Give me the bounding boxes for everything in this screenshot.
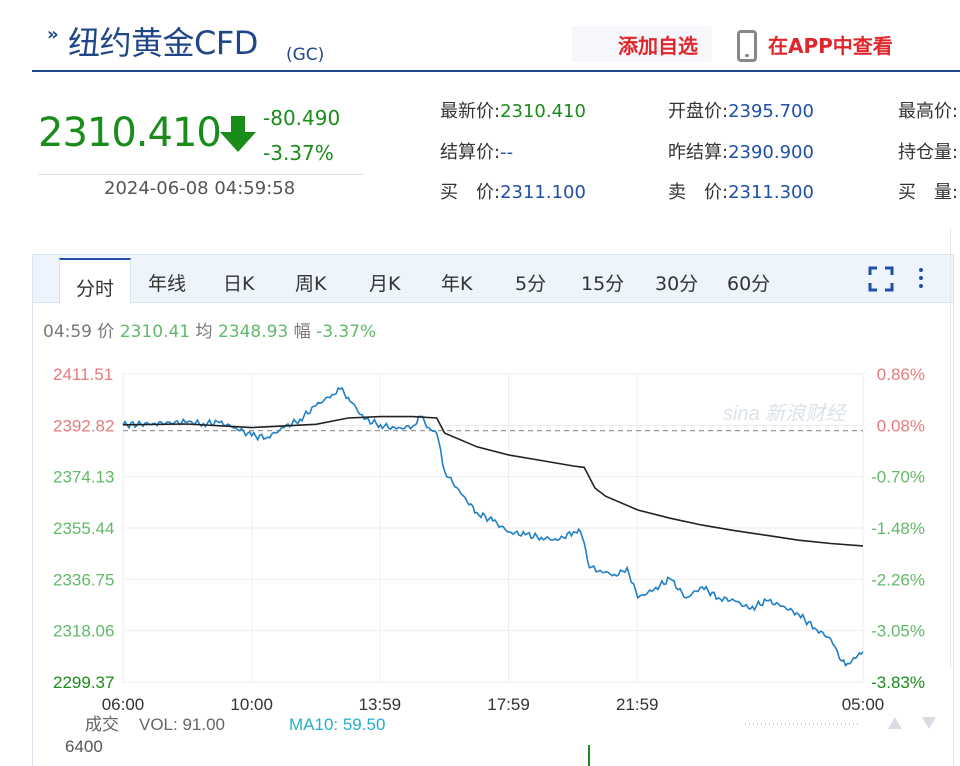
info-price-label: 价 — [97, 322, 115, 342]
y-tick-label-right: -2.26% — [871, 570, 925, 589]
volume-ma: MA10: 59.50 — [289, 715, 385, 734]
x-tick-label: 21:59 — [616, 695, 659, 714]
y-tick-label-right: 0.86% — [877, 365, 925, 384]
last-price: 2310.410 — [38, 110, 222, 156]
tab-15分[interactable]: 15分 — [581, 273, 625, 295]
more-options-icon[interactable] — [917, 265, 925, 293]
quote-field-label: 最高价: — [898, 101, 959, 122]
hover-info: 04:59 价 2310.41 均 2348.93 幅 -3.37% — [43, 317, 376, 342]
info-avg-label: 均 — [195, 322, 213, 342]
add-watchlist-button[interactable]: 添加自选 — [572, 26, 712, 62]
x-tick-label: 10:00 — [230, 695, 273, 714]
y-tick-label-right: -3.83% — [871, 673, 925, 692]
add-watchlist-label: 添加自选 — [618, 34, 698, 58]
volume-label: 成交 — [85, 715, 119, 734]
series-line-均 — [122, 415, 864, 547]
quote-field-value: 2311.300 — [728, 182, 814, 203]
quote-field-value: 2395.700 — [728, 101, 814, 122]
x-tick-label: 06:00 — [102, 695, 145, 714]
x-tick-label: 05:00 — [842, 695, 885, 714]
sina-watermark: sina 新浪财经 — [723, 403, 847, 425]
quote-field-value: 2311.100 — [500, 182, 586, 203]
quote-field: 持仓量: — [898, 138, 958, 164]
series-line-价 — [122, 386, 864, 668]
panel-edge — [950, 228, 960, 668]
period-tabs: 分时 年线 日K 周K 月K 年K 5分 15分 30分 60分 — [33, 255, 953, 304]
y-tick-label: 2355.44 — [53, 519, 114, 538]
scroll-up-icon[interactable] — [888, 717, 902, 729]
tab-5分[interactable]: 5分 — [515, 273, 547, 295]
tab-日K[interactable]: 日K — [223, 273, 255, 295]
y-tick-label-right: -3.05% — [871, 622, 925, 641]
price-change-percent: -3.37% — [263, 141, 334, 165]
quote-field-label: 卖 价: — [668, 182, 729, 203]
quote-field-label: 开盘价: — [668, 101, 729, 122]
quote-field: 昨结算:2390.900 — [668, 138, 814, 164]
quote-field-label: 最新价: — [440, 101, 501, 122]
x-tick-label: 17:59 — [487, 695, 530, 714]
y-tick-label: 2336.75 — [53, 570, 114, 589]
view-in-app-link[interactable]: 在APP中查看 — [768, 34, 893, 58]
quote-field-value: 2310.410 — [500, 101, 586, 122]
quote-field-label: 买 价: — [440, 182, 501, 203]
instrument-title: 纽约黄金CFD — [68, 24, 258, 62]
quote-field-label: 结算价: — [440, 142, 501, 163]
y-tick-label-right: -1.48% — [871, 519, 925, 538]
y-tick-label: 2299.37 — [53, 673, 114, 692]
quote-field-label: 买 量: — [898, 182, 959, 203]
y-tick-label: 2411.51 — [53, 365, 113, 384]
scroll-down-icon[interactable] — [922, 717, 936, 729]
quote-field-value: -- — [500, 142, 514, 163]
info-price: 2310.41 — [119, 322, 191, 342]
quote-timestamp: 2024-06-08 04:59:58 — [104, 178, 296, 199]
divider — [38, 174, 364, 175]
y-tick-label-right: 0.08% — [877, 416, 925, 435]
tab-分时[interactable]: 分时 — [59, 258, 132, 304]
y-tick-label: 2392.82 — [53, 416, 114, 435]
price-change: -80.490 — [263, 106, 341, 130]
volume-axis-tick: 6400 — [65, 737, 103, 756]
volume-value: VOL: 91.00 — [139, 715, 225, 734]
quote-field: 最高价: — [898, 97, 958, 123]
quote-field-label: 持仓量: — [898, 142, 959, 163]
tab-年K[interactable]: 年K — [441, 273, 473, 295]
quote-field: 最新价:2310.410 — [440, 97, 586, 123]
info-avg: 2348.93 — [217, 322, 289, 342]
y-tick-label: 2374.13 — [53, 468, 114, 487]
phone-icon — [737, 30, 757, 62]
chart-panel: 分时 年线 日K 周K 月K 年K 5分 15分 30分 60分 04:59 价 2310.41 … — [32, 254, 954, 766]
page-header: » 纽约黄金CFD (GC) 添加自选 在APP中查看 — [32, 0, 960, 72]
down-arrow-icon — [220, 116, 256, 152]
instrument-code: (GC) — [286, 45, 325, 65]
quote-field: 开盘价:2395.700 — [668, 97, 814, 123]
info-amp-label: 幅 — [293, 322, 311, 342]
quote-field: 买 价:2311.100 — [440, 178, 586, 204]
quote-field-label: 昨结算: — [668, 142, 729, 163]
tab-年线[interactable]: 年线 — [148, 273, 187, 295]
y-tick-label-right: -0.70% — [871, 468, 925, 487]
tab-60分[interactable]: 60分 — [727, 273, 771, 295]
fullscreen-icon[interactable] — [868, 266, 894, 292]
info-time: 04:59 — [43, 322, 92, 342]
y-tick-label: 2318.06 — [53, 622, 114, 641]
quote-field: 结算价:-- — [440, 138, 513, 164]
x-tick-label: 13:59 — [359, 695, 402, 714]
info-amp: -3.37% — [316, 322, 377, 342]
tab-周K[interactable]: 周K — [295, 273, 327, 295]
quote-field: 卖 价:2311.300 — [668, 178, 814, 204]
tab-月K[interactable]: 月K — [369, 273, 401, 295]
tab-30分[interactable]: 30分 — [655, 273, 699, 295]
quote-field-value: 2390.900 — [728, 142, 814, 163]
double-chevron-icon: » — [47, 24, 59, 45]
intraday-chart[interactable]: sina 新浪财经 2411.51 2392.82 2374.13 2355.44 233… — [33, 355, 953, 766]
quote-field: 买 量: — [898, 178, 958, 204]
